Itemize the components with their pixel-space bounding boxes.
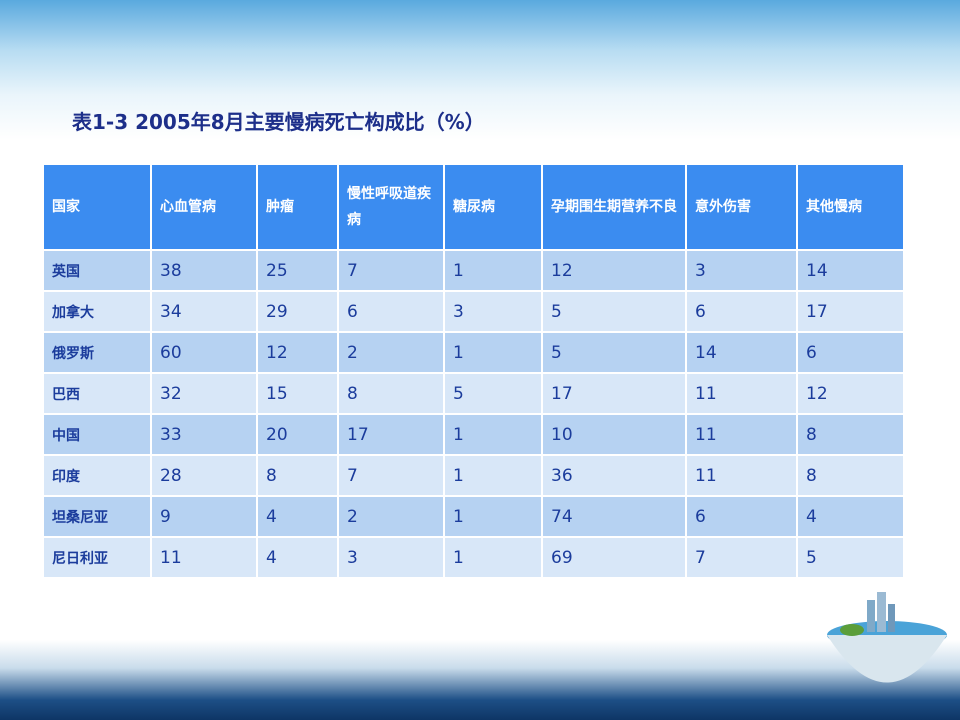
- value-cell: 17: [541, 372, 687, 415]
- value-cell: 12: [256, 331, 339, 374]
- value-cell: 74: [541, 495, 687, 538]
- country-cell: 印度: [42, 454, 152, 497]
- value-cell: 3: [685, 249, 798, 292]
- value-cell: 5: [541, 290, 687, 333]
- country-cell: 俄罗斯: [42, 331, 152, 374]
- value-cell: 1: [443, 331, 543, 374]
- value-cell: 11: [685, 454, 798, 497]
- value-cell: 34: [150, 290, 258, 333]
- country-cell: 尼日利亚: [42, 536, 152, 579]
- table-row: 巴西 32 15 8 5 17 11 12: [42, 372, 905, 415]
- country-cell: 英国: [42, 249, 152, 292]
- table-row: 中国 33 20 17 1 10 11 8: [42, 413, 905, 456]
- value-cell: 6: [685, 290, 798, 333]
- value-cell: 3: [337, 536, 445, 579]
- header-cell: 国家: [42, 163, 152, 251]
- value-cell: 25: [256, 249, 339, 292]
- value-cell: 36: [541, 454, 687, 497]
- value-cell: 1: [443, 536, 543, 579]
- country-cell: 加拿大: [42, 290, 152, 333]
- value-cell: 12: [541, 249, 687, 292]
- value-cell: 5: [443, 372, 543, 415]
- value-cell: 7: [337, 454, 445, 497]
- value-cell: 32: [150, 372, 258, 415]
- value-cell: 60: [150, 331, 258, 374]
- value-cell: 2: [337, 331, 445, 374]
- value-cell: 1: [443, 495, 543, 538]
- value-cell: 8: [796, 413, 905, 456]
- value-cell: 69: [541, 536, 687, 579]
- value-cell: 8: [256, 454, 339, 497]
- value-cell: 28: [150, 454, 258, 497]
- country-cell: 中国: [42, 413, 152, 456]
- value-cell: 4: [256, 495, 339, 538]
- table-row: 尼日利亚 11 4 3 1 69 7 5: [42, 536, 905, 579]
- value-cell: 7: [685, 536, 798, 579]
- value-cell: 29: [256, 290, 339, 333]
- table-row: 坦桑尼亚 9 4 2 1 74 6 4: [42, 495, 905, 538]
- header-cell: 孕期围生期营养不良: [541, 163, 687, 251]
- value-cell: 2: [337, 495, 445, 538]
- country-cell: 巴西: [42, 372, 152, 415]
- table-row: 英国 38 25 7 1 12 3 14: [42, 249, 905, 292]
- value-cell: 11: [685, 413, 798, 456]
- value-cell: 15: [256, 372, 339, 415]
- value-cell: 7: [337, 249, 445, 292]
- value-cell: 1: [443, 454, 543, 497]
- value-cell: 38: [150, 249, 258, 292]
- value-cell: 17: [796, 290, 905, 333]
- value-cell: 12: [796, 372, 905, 415]
- value-cell: 8: [337, 372, 445, 415]
- value-cell: 3: [443, 290, 543, 333]
- table-body: 英国 38 25 7 1 12 3 14 加拿大 34 29 6 3 5 6 17 俄罗斯 60 12 2 1 5 14 6 巴…: [42, 249, 905, 579]
- value-cell: 14: [685, 331, 798, 374]
- header-cell: 其他慢病: [796, 163, 905, 251]
- header-row: 国家 心血管病 肿瘤 慢性呼吸道疾病 糖尿病 孕期围生期营养不良 意外伤害 其他慢病: [42, 163, 905, 251]
- decoration: [827, 592, 947, 683]
- value-cell: 6: [337, 290, 445, 333]
- value-cell: 33: [150, 413, 258, 456]
- header-cell: 糖尿病: [443, 163, 543, 251]
- value-cell: 6: [796, 331, 905, 374]
- table-row: 印度 28 8 7 1 36 11 8: [42, 454, 905, 497]
- value-cell: 10: [541, 413, 687, 456]
- value-cell: 4: [256, 536, 339, 579]
- title: 表1-3 2005年8月主要慢病死亡构成比（%）: [72, 110, 485, 134]
- header-cell: 慢性呼吸道疾病: [337, 163, 445, 251]
- table-row: 俄罗斯 60 12 2 1 5 14 6: [42, 331, 905, 374]
- value-cell: 1: [443, 413, 543, 456]
- country-cell: 坦桑尼亚: [42, 495, 152, 538]
- value-cell: 1: [443, 249, 543, 292]
- value-cell: 20: [256, 413, 339, 456]
- value-cell: 17: [337, 413, 445, 456]
- table-row: 加拿大 34 29 6 3 5 6 17: [42, 290, 905, 333]
- header-cell: 肿瘤: [256, 163, 339, 251]
- value-cell: 11: [150, 536, 258, 579]
- value-cell: 9: [150, 495, 258, 538]
- value-cell: 6: [685, 495, 798, 538]
- header-cell: 心血管病: [150, 163, 258, 251]
- value-cell: 8: [796, 454, 905, 497]
- value-cell: 4: [796, 495, 905, 538]
- value-cell: 5: [796, 536, 905, 579]
- value-cell: 14: [796, 249, 905, 292]
- data-table: 国家 心血管病 肿瘤 慢性呼吸道疾病 糖尿病 孕期围生期营养不良 意外伤害 其他慢病 英国 38…: [42, 163, 905, 579]
- value-cell: 5: [541, 331, 687, 374]
- value-cell: 11: [685, 372, 798, 415]
- header-cell: 意外伤害: [685, 163, 798, 251]
